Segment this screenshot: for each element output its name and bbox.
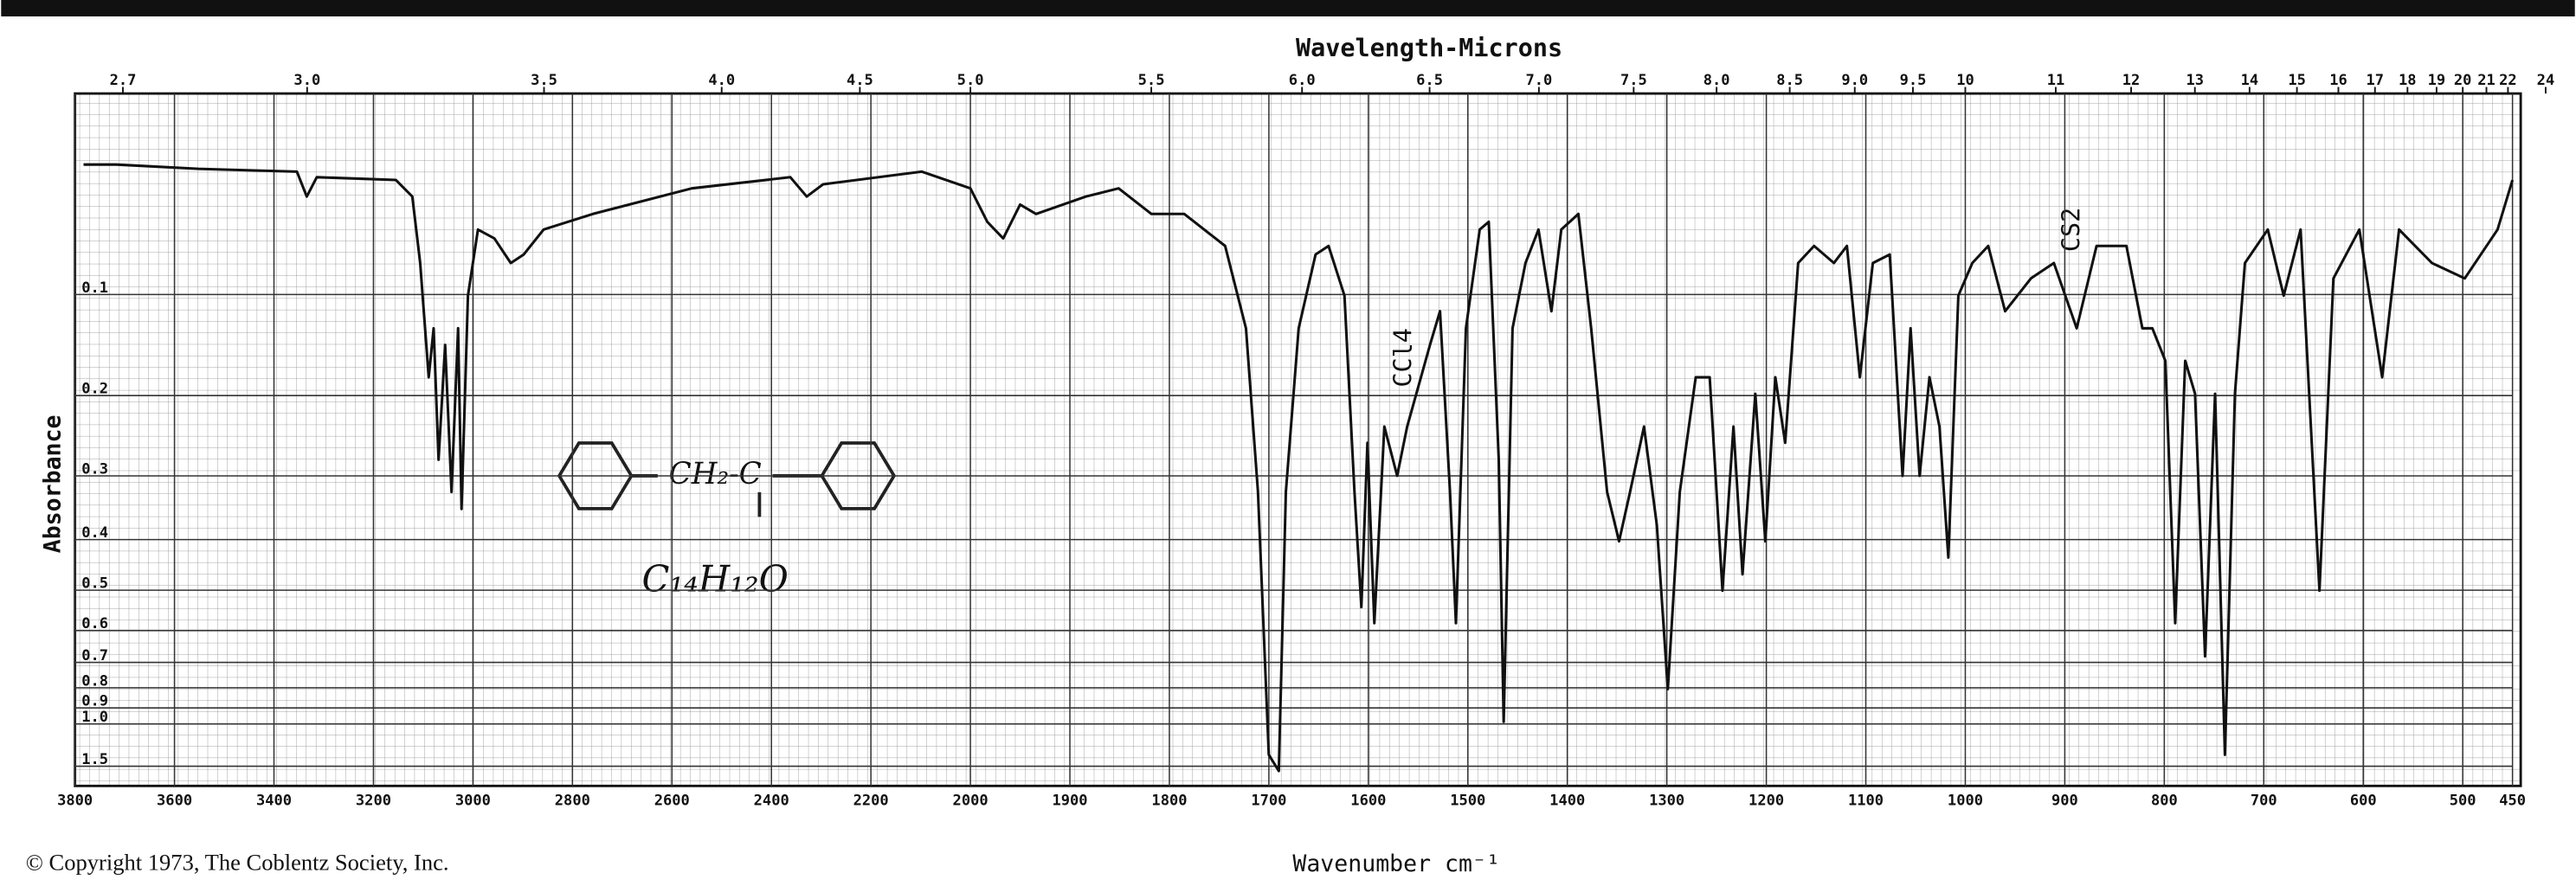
x2-tick-label: 5.5 [1138, 72, 1165, 89]
x2-tick-label: 3.5 [531, 72, 557, 89]
x-tick-label: 1600 [1350, 792, 1386, 809]
x2-tick-label: 6.0 [1289, 72, 1316, 89]
x2-tick-label: 7.5 [1620, 72, 1647, 89]
x2-tick-label: 18 [2399, 72, 2417, 89]
x2-tick-label: 5.0 [957, 72, 984, 89]
x-tick-label: 2200 [853, 792, 889, 809]
x-tick-label: 1300 [1649, 792, 1684, 809]
x-tick-label: 900 [2051, 792, 2078, 809]
x-tick-label: 1400 [1549, 792, 1585, 809]
x-tick-label: 2400 [754, 792, 789, 809]
x2-tick-label: 8.5 [1776, 72, 1803, 89]
x2-tick-label: 7.0 [1525, 72, 1552, 89]
x2-tick-label: 22 [2499, 72, 2517, 89]
x-tick-label: 1000 [1948, 792, 1983, 809]
x-axis-label: Wavenumber cm⁻¹ [1292, 851, 1500, 877]
x-tick-label: 1200 [1748, 792, 1784, 809]
x-tick-label: 2000 [953, 792, 989, 809]
x-tick-label: 2800 [555, 792, 590, 809]
x2-tick-label: 21 [2477, 72, 2496, 89]
spectrum-line [83, 163, 2515, 773]
y-tick-label: 1.5 [81, 751, 108, 768]
x-tick-label: 1800 [1151, 792, 1187, 809]
x-tick-label: 1100 [1848, 792, 1884, 809]
x-tick-label: 3000 [455, 792, 491, 809]
chart-title: Wavelength-Microns [1296, 34, 1562, 62]
y-tick-label: 0.9 [81, 693, 108, 710]
x2-tick-label: 4.0 [708, 72, 735, 89]
formula-label: C₁₄H₁₂O [642, 558, 789, 600]
x-tick-label: 1700 [1251, 792, 1286, 809]
x-tick-label: 1500 [1450, 792, 1485, 809]
x2-tick-label: 9.0 [1841, 72, 1868, 89]
solvent-label: CCl4 [1389, 328, 1418, 387]
y-tick-label: 0.8 [81, 672, 108, 690]
x2-tick-label: 2.7 [110, 72, 137, 89]
x2-tick-label: 10 [1956, 72, 1974, 89]
x-tick-label: 2600 [654, 792, 690, 809]
y-tick-label: 0.6 [81, 615, 108, 632]
x-tick-label: 3400 [256, 792, 292, 809]
x-tick-label: 1900 [1052, 792, 1087, 809]
x-tick-label: 3800 [57, 792, 93, 809]
x2-tick-label: 9.5 [1900, 72, 1927, 89]
x-tick-label: 600 [2350, 792, 2377, 809]
x-tick-label: 800 [2151, 792, 2178, 809]
x2-tick-label: 11 [2047, 72, 2065, 89]
y-tick-label: 0.2 [81, 381, 108, 398]
plot-frame [74, 92, 2522, 787]
x2-tick-label: 19 [2428, 72, 2446, 89]
y-tick-label: 0.4 [81, 524, 108, 542]
x2-tick-label: 13 [2186, 72, 2204, 89]
x2-tick-label: 14 [2241, 72, 2259, 89]
x2-tick-label: 16 [2329, 72, 2347, 89]
copyright: © Copyright 1973, The Coblentz Society, … [26, 849, 449, 875]
x2-tick-label: 6.5 [1416, 72, 1443, 89]
y-tick-label: 0.5 [81, 575, 108, 593]
y-tick-label: 0.7 [81, 647, 108, 664]
x2-tick-label: 12 [2122, 72, 2141, 89]
y-axis-label: Absorbance [39, 415, 66, 554]
x2-tick-label: 20 [2454, 72, 2472, 89]
formula-sketch: CH₂-C [669, 457, 762, 491]
y-tick-label: 0.1 [81, 279, 108, 297]
y-tick-label: 0.3 [81, 460, 108, 478]
x-tick-label: 700 [2251, 792, 2277, 809]
solvent-label: CS2 [2057, 208, 2085, 252]
x2-tick-label: 4.5 [847, 72, 873, 89]
x-tick-label: 500 [2450, 792, 2476, 809]
x2-tick-label: 3.0 [293, 72, 320, 89]
x2-tick-label: 8.0 [1703, 72, 1730, 89]
x2-tick-label: 17 [2366, 72, 2384, 89]
x-tick-label: 450 [2499, 792, 2526, 809]
top-band [1, 0, 2575, 16]
y-tick-label: 1.0 [81, 709, 108, 726]
x2-tick-label: 15 [2288, 72, 2306, 89]
x-tick-label: 3200 [356, 792, 391, 809]
x-tick-label: 3600 [157, 792, 192, 809]
x2-tick-label: 24 [2537, 72, 2555, 89]
